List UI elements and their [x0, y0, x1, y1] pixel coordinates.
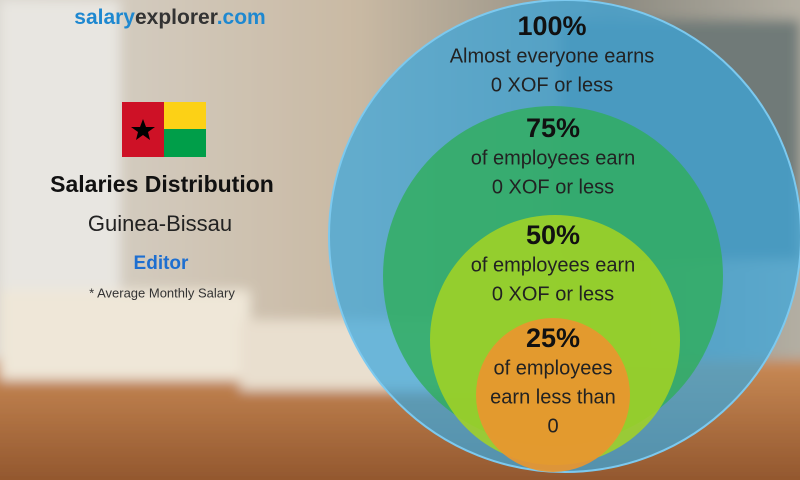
level-percent: 100%: [517, 11, 586, 41]
level-text: of employees: [494, 357, 613, 379]
job: Editor: [134, 253, 189, 274]
level-text: 0 XOF or less: [491, 74, 613, 96]
note: * Average Monthly Salary: [89, 285, 235, 300]
level-labels: 100% Almost everyone earns 0 XOF or less 75…: [450, 11, 655, 437]
flag: [122, 102, 206, 157]
level-percent: 50%: [526, 220, 580, 250]
level-text: earn less than: [490, 386, 616, 408]
level-text: 0 XOF or less: [492, 283, 614, 305]
circles: [328, 0, 800, 473]
level-text: Almost everyone earns: [450, 45, 655, 67]
level-percent: 75%: [526, 113, 580, 143]
brand: salaryexplorer.com: [74, 6, 265, 29]
circle-25: [476, 318, 630, 472]
brand-part: salary: [74, 6, 135, 29]
brand-part: explorer: [135, 6, 218, 29]
level-text: 0: [547, 415, 558, 437]
title: Salaries Distribution: [50, 171, 274, 197]
country: Guinea-Bissau: [88, 211, 232, 236]
level-percent: 25%: [526, 323, 580, 353]
brand-part: .com: [217, 6, 266, 29]
level-text: of employees earn: [471, 147, 636, 169]
level-text: 0 XOF or less: [492, 176, 614, 198]
level-text: of employees earn: [471, 254, 636, 276]
